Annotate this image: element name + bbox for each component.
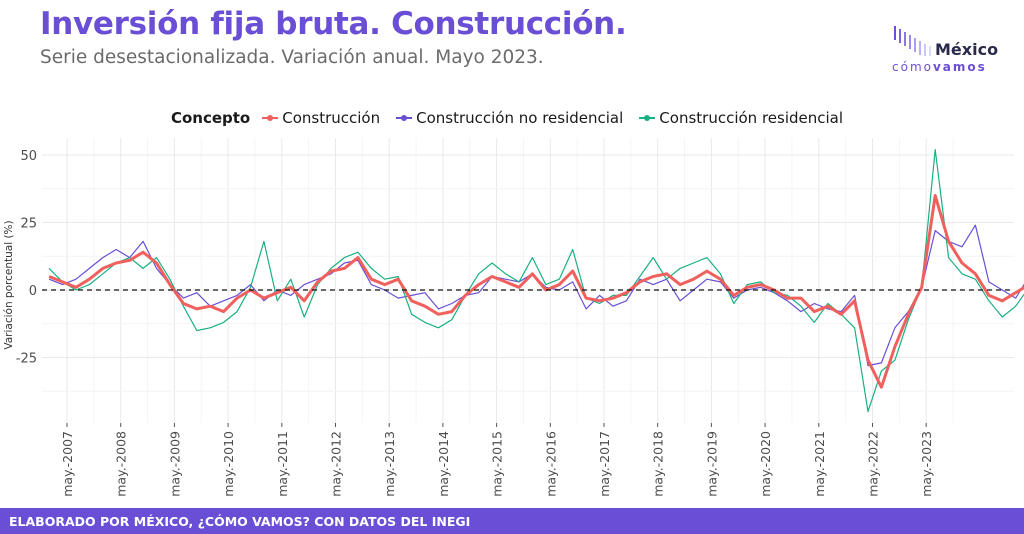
mexico-como-vamos-logo: México cómovamos: [892, 20, 1007, 80]
y-tick-label: 0: [29, 284, 37, 299]
y-tick-label: 25: [20, 217, 37, 232]
series-line-0: [48, 194, 1024, 389]
legend-swatch-construccion: [262, 115, 279, 121]
line-chart: -25 0 25 50 Variación porcentual (%) may.-200…: [3, 138, 1024, 497]
logo-word: México: [935, 40, 999, 59]
x-tick-label: may.-2019: [704, 431, 719, 497]
grid-lines: [42, 138, 1014, 423]
x-tick-label: may.-2012: [329, 431, 344, 497]
x-tick-label: may.-2022: [866, 431, 881, 497]
logo-bars-icon: [894, 26, 931, 56]
legend-label-residencial: Construcción residencial: [659, 109, 844, 127]
logo-tagline: cómovamos: [892, 60, 987, 74]
y-tick-label: 50: [20, 149, 37, 164]
x-tick-label: may.-2014: [436, 431, 451, 497]
chart-legend: Concepto Construcción Construcción no re…: [0, 106, 1024, 130]
legend-item-construccion: Construcción: [262, 109, 381, 127]
y-axis-label: Variación porcentual (%): [3, 220, 15, 349]
series-line-2: [48, 149, 1024, 413]
legend-item-no-residencial: Construcción no residencial: [396, 109, 624, 127]
legend-swatch-residencial: [639, 115, 656, 121]
footer-bar: ELABORADO POR MÉXICO, ¿CÓMO VAMOS? CON D…: [0, 508, 1024, 534]
x-tick-label: may.-2021: [812, 431, 827, 497]
x-tick-label: may.-2008: [114, 431, 129, 497]
legend-swatch-no-residencial: [396, 115, 413, 121]
x-tick-label: may.-2016: [543, 431, 558, 497]
x-tick-label: may.-2009: [167, 431, 182, 497]
legend-label-construccion: Construcción: [282, 109, 381, 127]
footer-credit: ELABORADO POR MÉXICO, ¿CÓMO VAMOS? CON D…: [9, 514, 471, 529]
legend-label-no-residencial: Construcción no residencial: [416, 109, 624, 127]
x-tick-label: may.-2015: [490, 431, 505, 497]
x-tick-label: may.-2013: [382, 431, 397, 497]
y-tick-label: -25: [16, 352, 37, 367]
x-tick-label: may.-2010: [221, 431, 236, 497]
chart-title: Inversión fija bruta. Construcción.: [40, 6, 627, 42]
chart-subtitle: Serie desestacionalizada. Variación anua…: [40, 47, 544, 68]
legend-item-residencial: Construcción residencial: [639, 109, 844, 127]
x-tick-label: may.-2020: [758, 431, 773, 497]
x-tick-label: may.-2007: [60, 431, 75, 497]
x-tick-label: may.-2023: [919, 431, 934, 497]
x-tick-label: may.-2018: [651, 431, 666, 497]
series-line-1: [48, 224, 1024, 367]
x-tick-label: may.-2017: [597, 431, 612, 497]
legend-title: Concepto: [170, 109, 251, 127]
x-tick-label: may.-2011: [275, 431, 290, 497]
